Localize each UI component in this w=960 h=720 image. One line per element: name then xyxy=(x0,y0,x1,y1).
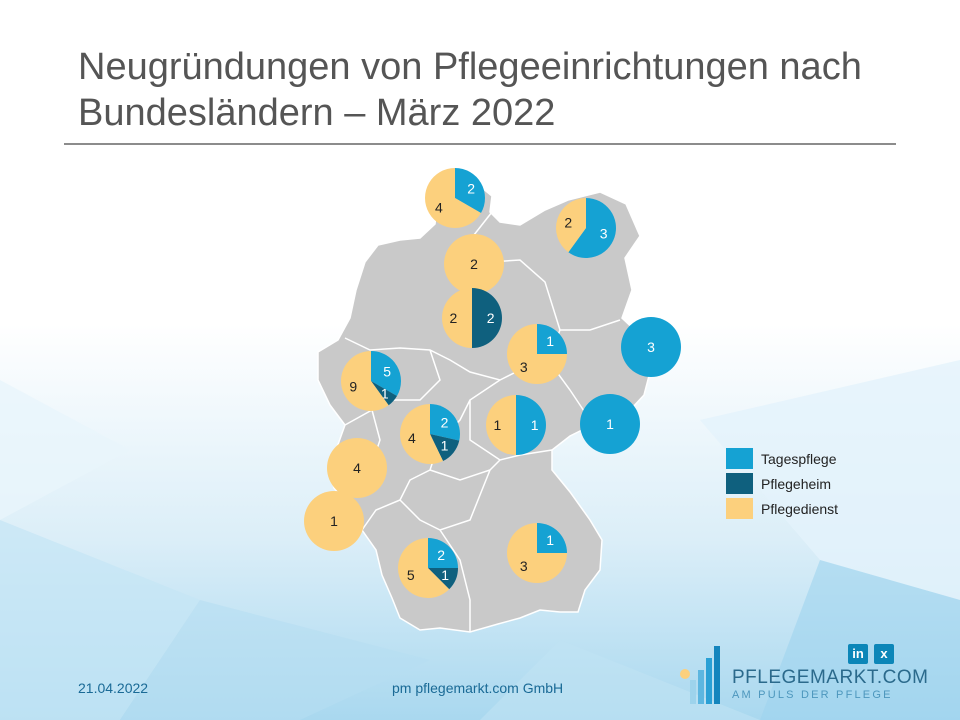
pie-slice-bayern-tagespflege xyxy=(537,523,567,553)
pie-sachsen-anhalt: 13 xyxy=(507,324,567,384)
linkedin-icon[interactable]: in xyxy=(848,644,868,664)
pie-label-schleswig-holstein-pflegedienst: 4 xyxy=(435,199,443,215)
pie-saarland: 1 xyxy=(304,491,364,551)
pie-label-saarland-pflegedienst: 1 xyxy=(330,513,338,529)
legend-swatch-pflegeheim xyxy=(726,473,753,494)
legend-label-pflegeheim: Pflegeheim xyxy=(761,475,832,492)
footer-date: 21.04.2022 xyxy=(78,680,149,696)
pie-label-bayern-pflegedienst: 3 xyxy=(520,558,528,574)
pie-slice-schleswig-holstein-tagespflege xyxy=(455,168,486,213)
legend-item-tagespflege: Tagespflege xyxy=(726,446,838,471)
pie-slice-hamburg-pflegedienst xyxy=(444,234,504,294)
brand-name: PFLEGEMARKT.COM xyxy=(732,667,929,688)
pie-slice-sachsen-tagespflege xyxy=(580,394,640,454)
pie-label-mecklenburg-vorpommern-tagespflege: 3 xyxy=(600,226,608,242)
pie-slice-schleswig-holstein-pflegedienst xyxy=(425,168,481,229)
title-divider xyxy=(64,143,896,145)
pie-bayern: 13 xyxy=(507,523,567,583)
pie-slice-hessen-pflegeheim xyxy=(430,434,460,462)
pie-label-niedersachsen-pflegedienst: 2 xyxy=(450,310,458,326)
pie-label-baden-wuerttemberg-pflegedienst: 5 xyxy=(407,567,415,583)
pie-slice-hessen-pflegedienst xyxy=(400,404,444,464)
pie-label-thueringen-tagespflege: 1 xyxy=(531,417,539,433)
legend-label-tagespflege: Tagespflege xyxy=(761,450,837,467)
pie-slice-nordrhein-westfalen-tagespflege xyxy=(371,351,402,396)
legend-label-pflegedienst: Pflegedienst xyxy=(761,500,839,517)
pie-nordrhein-westfalen: 5 1 9 xyxy=(341,351,402,411)
pie-label-hessen-pflegedienst: 4 xyxy=(408,430,416,446)
pie-slice-sachsen-anhalt-tagespflege xyxy=(537,324,567,354)
pie-slice-berlin-tagespflege xyxy=(621,317,681,377)
pie-slice-niedersachsen-pflegeheim xyxy=(472,288,502,348)
pie-slice-mecklenburg-vorpommern-tagespflege xyxy=(568,198,616,258)
pie-slice-baden-wuerttemberg-pflegeheim xyxy=(428,568,458,590)
pie-label-nordrhein-westfalen-pflegeheim: 1 xyxy=(381,385,389,401)
pie-label-baden-wuerttemberg-pflegeheim: 1 xyxy=(441,567,449,583)
pie-label-hessen-tagespflege: 2 xyxy=(441,414,449,430)
pie-slice-hessen-tagespflege xyxy=(430,404,460,441)
footer-company: pm pflegemarkt.com GmbH xyxy=(392,680,564,696)
pie-slice-niedersachsen-pflegedienst xyxy=(442,288,472,348)
pie-slice-saarland-pflegedienst xyxy=(304,491,364,551)
germany-outline xyxy=(317,177,651,633)
pie-berlin: 3 xyxy=(621,317,681,377)
pie-slice-thueringen-pflegedienst xyxy=(486,395,516,455)
pie-slice-baden-wuerttemberg-tagespflege xyxy=(428,538,458,568)
pie-label-rheinland-pfalz-pflegedienst: 4 xyxy=(353,460,361,476)
pie-label-hamburg-pflegedienst: 2 xyxy=(470,256,478,272)
pie-label-nordrhein-westfalen-pflegedienst: 9 xyxy=(349,379,357,395)
pie-label-niedersachsen-pflegeheim: 2 xyxy=(487,310,495,326)
page-title: Neugründungen von Pflegeeinrichtungen na… xyxy=(78,46,862,134)
pie-label-schleswig-holstein-tagespflege: 2 xyxy=(467,181,475,197)
pie-label-baden-wuerttemberg-tagespflege: 2 xyxy=(437,547,445,563)
pie-hessen: 2 1 4 xyxy=(400,404,460,464)
xing-icon[interactable]: x xyxy=(874,644,894,664)
pie-label-thueringen-pflegedienst: 1 xyxy=(494,417,502,433)
pie-label-sachsen-anhalt-tagespflege: 1 xyxy=(546,333,554,349)
pie-slice-nordrhein-westfalen-pflegeheim xyxy=(371,381,397,406)
pie-slice-mecklenburg-vorpommern-pflegedienst xyxy=(556,198,586,253)
pie-label-bayern-tagespflege: 1 xyxy=(546,532,554,548)
pie-slice-bayern-pflegedienst xyxy=(507,523,567,583)
legend-swatch-tagespflege xyxy=(726,448,753,469)
pie-slice-rheinland-pfalz-pflegedienst xyxy=(327,438,387,498)
pie-slice-thueringen-tagespflege xyxy=(516,395,546,455)
pie-baden-wuerttemberg: 2 1 5 xyxy=(397,538,458,599)
pie-slice-baden-wuerttemberg-pflegedienst xyxy=(397,538,450,599)
pie-label-mecklenburg-vorpommern-pflegedienst: 2 xyxy=(564,214,572,230)
pie-slice-sachsen-anhalt-pflegedienst xyxy=(507,324,567,384)
pie-rheinland-pfalz: 4 xyxy=(327,438,387,498)
pie-label-berlin-tagespflege: 3 xyxy=(647,339,655,355)
pflegemarkt-logo-icon xyxy=(680,646,720,704)
brand-tagline: AM PULS DER PFLEGE xyxy=(732,689,893,701)
pie-label-sachsen-tagespflege: 1 xyxy=(606,416,614,432)
pie-sachsen: 1 xyxy=(580,394,640,454)
pie-schleswig-holstein: 24 xyxy=(425,168,486,229)
germany-map xyxy=(317,177,651,633)
pie-slice-nordrhein-westfalen-pflegedienst xyxy=(341,351,389,411)
pie-label-hessen-pflegeheim: 1 xyxy=(441,438,449,454)
legend: Tagespflege Pflegeheim Pflegedienst xyxy=(726,446,838,521)
pie-thueringen: 11 xyxy=(486,395,546,455)
pie-label-sachsen-anhalt-pflegedienst: 3 xyxy=(520,359,528,375)
pie-label-nordrhein-westfalen-tagespflege: 5 xyxy=(383,364,391,380)
pie-mecklenburg-vorpommern: 32 xyxy=(556,198,616,258)
legend-swatch-pflegedienst xyxy=(726,498,753,519)
legend-item-pflegeheim: Pflegeheim xyxy=(726,471,838,496)
pie-hamburg: 2 xyxy=(444,234,504,294)
pie-niedersachsen: 22 xyxy=(442,288,502,348)
legend-item-pflegedienst: Pflegedienst xyxy=(726,496,838,521)
